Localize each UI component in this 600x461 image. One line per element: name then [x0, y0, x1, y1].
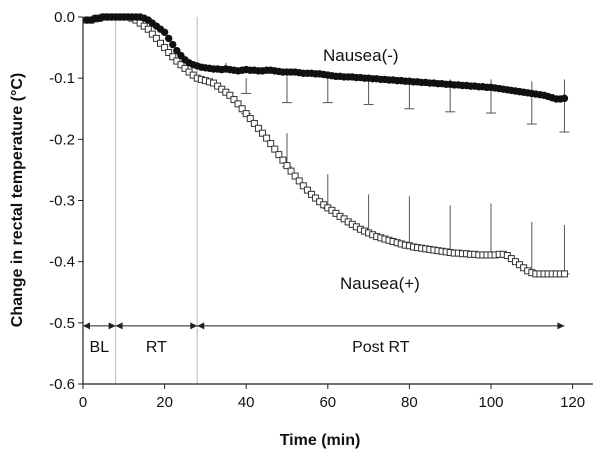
phase-annotations: BL RT Post RT — [83, 322, 565, 356]
data-point — [246, 115, 254, 123]
x-tick-label: 0 — [79, 394, 87, 411]
series-label-nausea-negative: Nausea(-) — [323, 46, 399, 65]
data-point — [271, 145, 279, 153]
x-axis-ticks: 0 20 40 60 80 100 120 — [79, 384, 585, 411]
error-bars — [220, 62, 570, 275]
axes — [82, 17, 593, 385]
y-tick-label: 0.0 — [54, 9, 75, 26]
data-point — [279, 156, 287, 164]
data-point — [177, 61, 185, 69]
x-tick-label: 20 — [156, 394, 173, 411]
data-series — [83, 13, 569, 278]
arrowhead-right — [557, 322, 565, 330]
x-tick-label: 80 — [401, 394, 418, 411]
data-point — [267, 140, 275, 148]
data-point — [230, 96, 238, 104]
data-point — [242, 110, 250, 118]
data-point — [144, 25, 152, 33]
data-point — [152, 34, 160, 42]
data-point — [275, 151, 283, 159]
phase-label: RT — [146, 339, 167, 356]
data-point — [287, 167, 295, 175]
data-point — [299, 182, 307, 190]
y-tick-label: -0.2 — [49, 131, 75, 148]
data-point — [312, 194, 320, 202]
data-point — [169, 53, 177, 61]
data-point — [254, 124, 262, 132]
data-point — [283, 162, 291, 170]
data-point — [303, 186, 311, 194]
phase-label: Post RT — [352, 339, 410, 356]
data-point — [173, 57, 181, 65]
data-point — [169, 40, 177, 49]
data-point — [250, 119, 258, 127]
arrowhead-left — [83, 322, 90, 330]
y-tick-label: -0.5 — [49, 315, 75, 332]
y-tick-label: -0.3 — [49, 193, 75, 210]
arrowhead-right — [108, 322, 116, 330]
series-label-nausea-positive: Nausea(+) — [340, 274, 420, 293]
data-point — [560, 94, 569, 103]
data-point — [307, 190, 315, 198]
data-point — [173, 46, 181, 55]
data-point — [161, 44, 169, 52]
data-point — [157, 39, 165, 47]
data-point — [165, 48, 173, 56]
data-point — [560, 270, 568, 278]
arrowhead-left — [115, 322, 123, 330]
data-point — [295, 177, 303, 185]
data-point — [226, 91, 234, 99]
data-point — [234, 100, 242, 108]
x-tick-label: 100 — [478, 394, 503, 411]
x-tick-label: 40 — [238, 394, 255, 411]
y-axis-title: Change in rectal temperature (°C) — [9, 73, 26, 327]
data-point — [263, 134, 271, 142]
phase-label: BL — [90, 339, 110, 356]
data-point — [160, 28, 169, 36]
y-tick-label: -0.6 — [49, 376, 75, 393]
x-tick-label: 120 — [560, 394, 585, 411]
y-tick-label: -0.1 — [49, 70, 75, 87]
data-point — [181, 64, 189, 72]
x-axis-title: Time (min) — [280, 432, 361, 449]
arrowhead-left — [197, 322, 205, 330]
data-point — [164, 34, 173, 43]
data-point — [238, 105, 246, 113]
phase-dividers — [115, 17, 198, 384]
y-tick-label: -0.4 — [49, 254, 75, 271]
data-point — [291, 172, 299, 180]
series-nausea-negative — [83, 13, 569, 103]
data-point — [259, 129, 267, 137]
x-tick-label: 60 — [319, 394, 336, 411]
data-point — [148, 30, 156, 38]
y-axis-ticks: 0.0 -0.1 -0.2 -0.3 -0.4 -0.5 -0.6 — [49, 9, 83, 393]
arrowhead-right — [190, 322, 198, 330]
